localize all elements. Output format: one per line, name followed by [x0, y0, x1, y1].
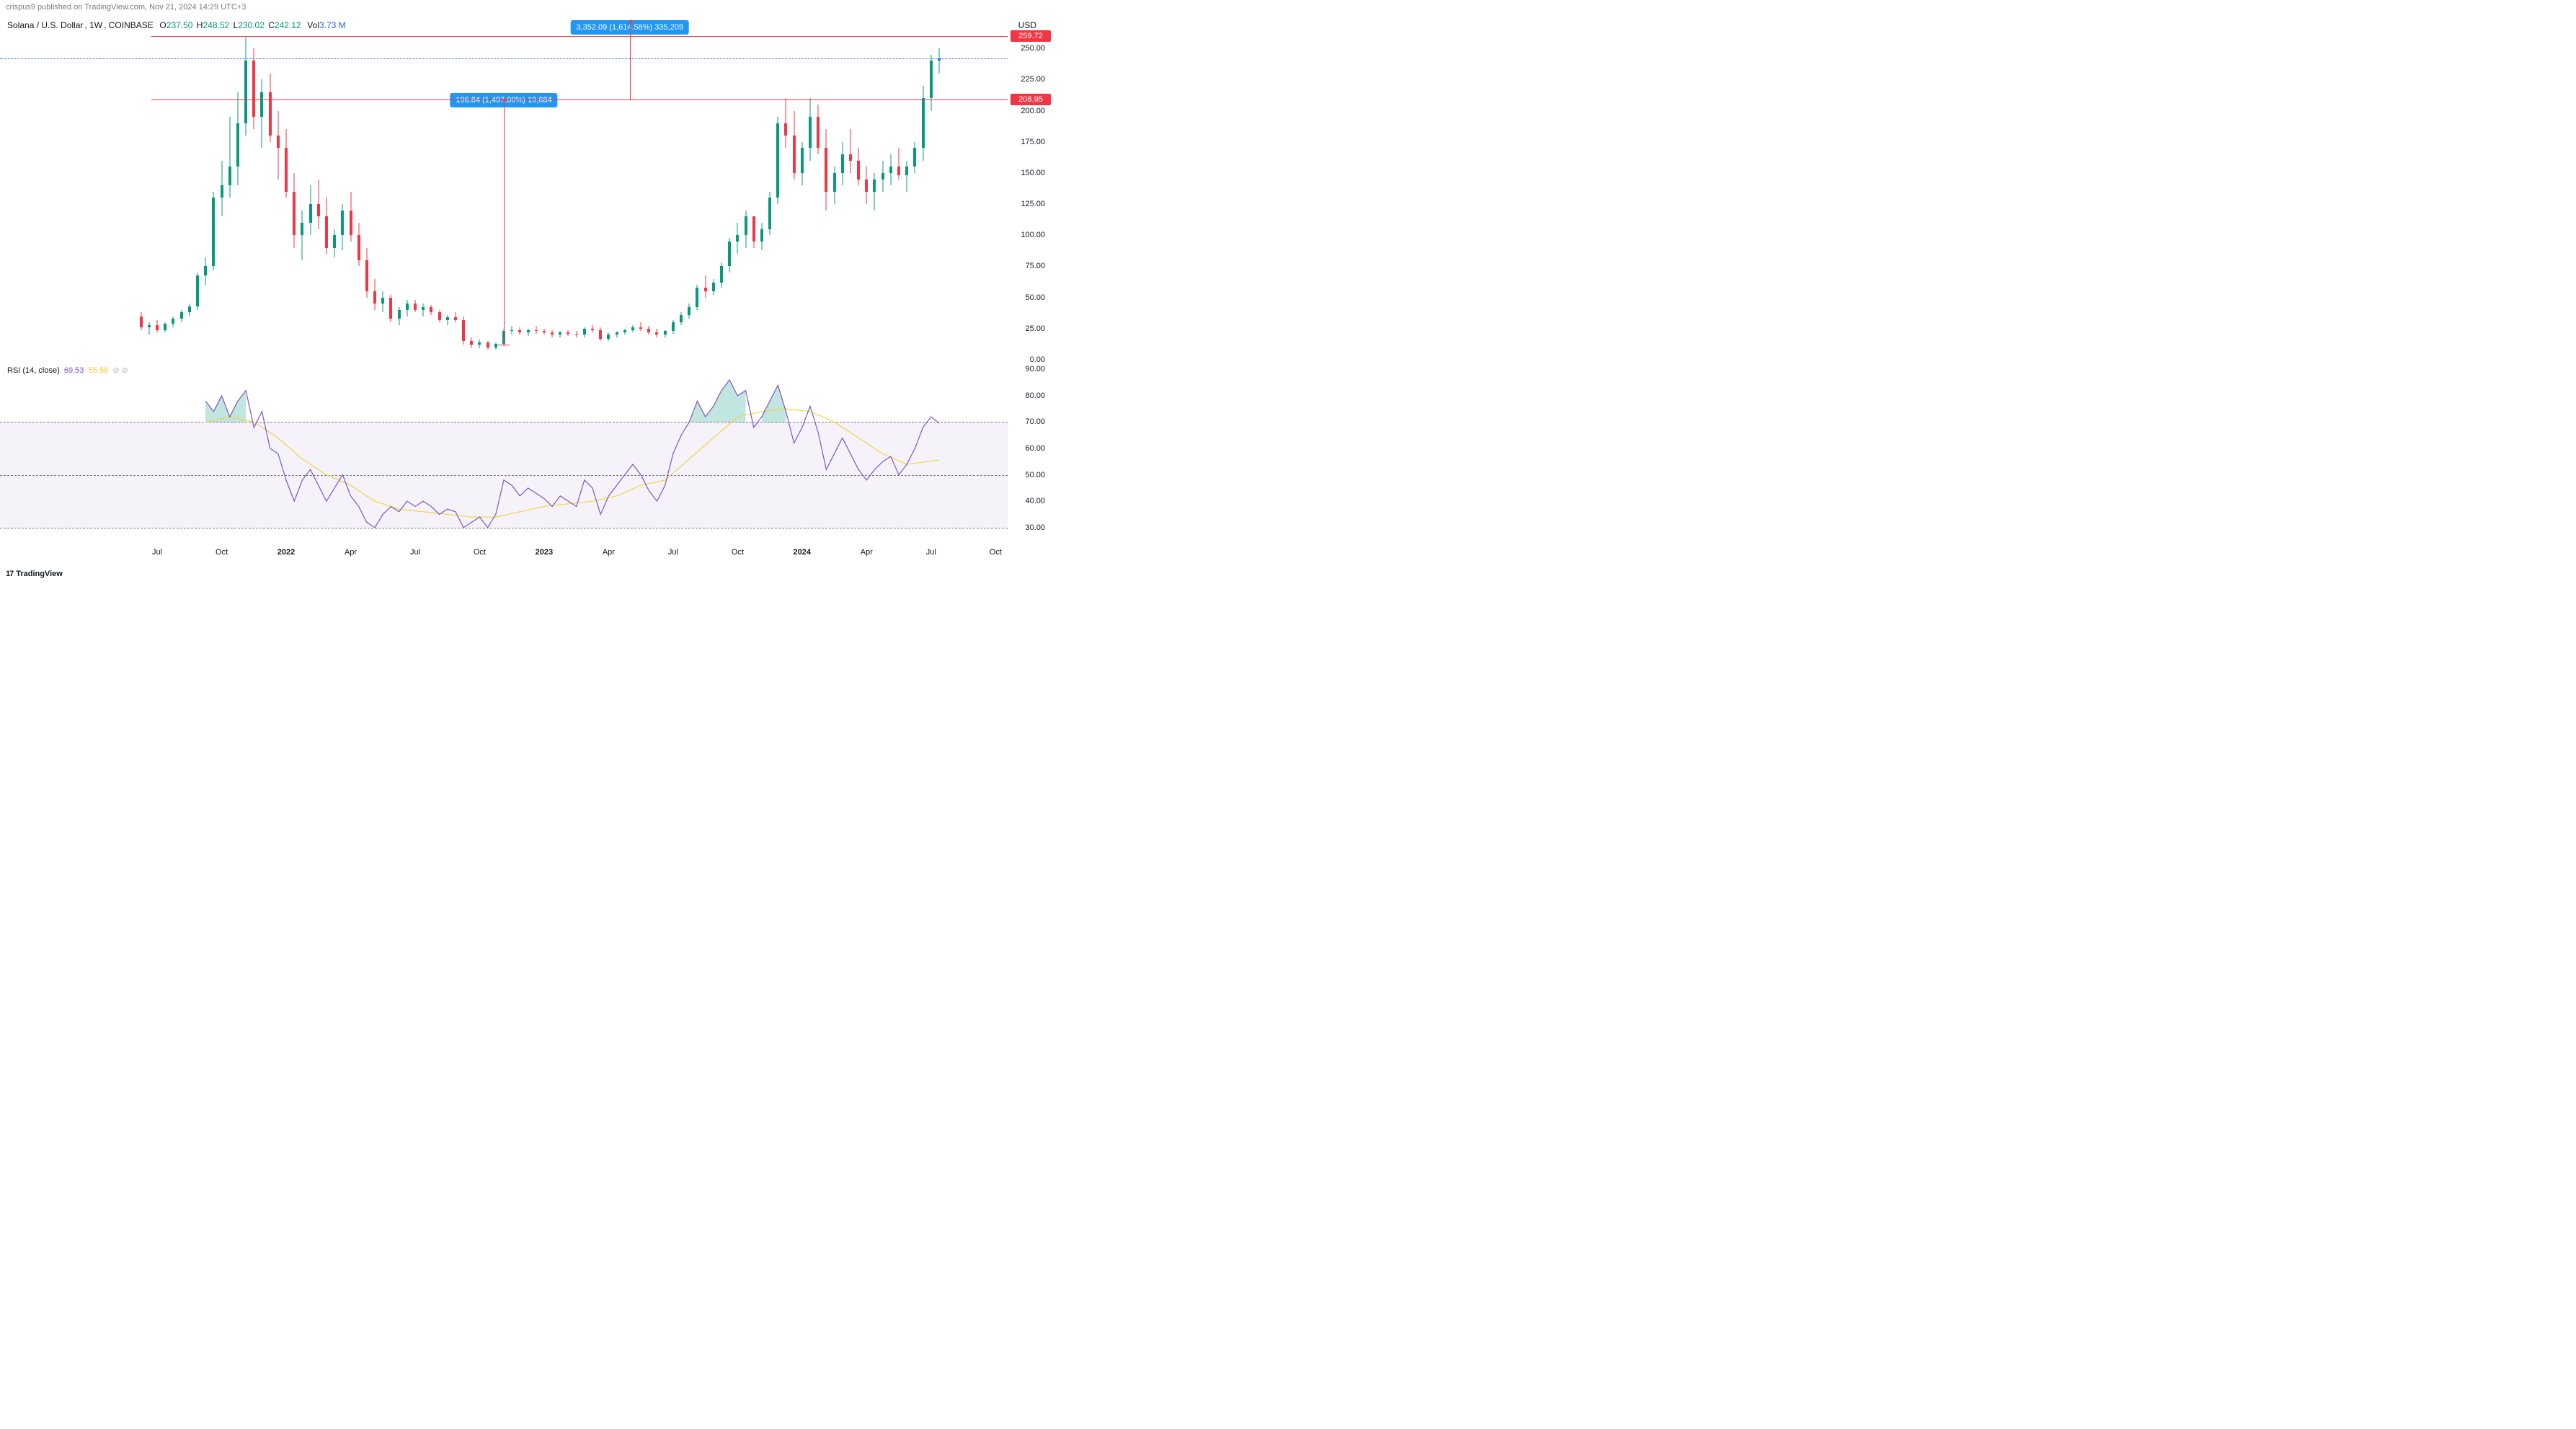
- chart-root: crispus9 published on TradingView.com, N…: [0, 0, 1051, 583]
- time-x-axis[interactable]: JulOct2022AprJulOct2023AprJulOct2024AprJ…: [0, 548, 1008, 562]
- tradingview-logo: 17TradingView: [6, 570, 63, 578]
- rsi-panel[interactable]: RSI (14, close) 69.53 55.58 ⊘ ⊘: [0, 364, 1008, 541]
- price-y-axis[interactable]: 0.0025.0050.0075.00100.00125.00150.00175…: [1009, 17, 1051, 360]
- rsi-y-axis[interactable]: 30.0040.0050.0060.0070.0080.0090.00: [1009, 364, 1051, 541]
- publish-info: crispus9 published on TradingView.com, N…: [6, 3, 246, 12]
- price-chart-panel[interactable]: 196.84 (1,497.00%) 19,6843,352.09 (1,614…: [0, 17, 1008, 360]
